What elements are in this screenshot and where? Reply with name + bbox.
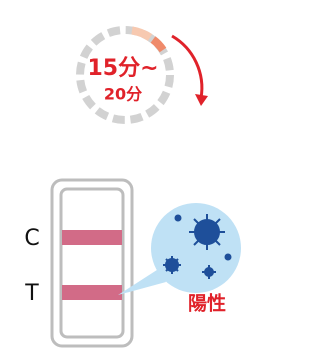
bubble xyxy=(151,203,241,293)
timer-text-2: 20分 xyxy=(104,85,142,104)
timer-text-1: 15分~ xyxy=(87,56,158,81)
timer-progress xyxy=(153,40,163,51)
timer-arrow xyxy=(172,36,202,98)
result-text: 陽性 xyxy=(188,292,226,315)
test-line xyxy=(62,285,122,300)
timer-arrowhead xyxy=(195,94,208,106)
illustration: 15分~ 20分 C T 陽性 xyxy=(0,0,248,351)
test-label: T xyxy=(24,281,39,306)
timer-progress-light xyxy=(132,31,150,38)
strip-inner xyxy=(61,189,123,337)
control-label: C xyxy=(24,226,39,251)
control-line xyxy=(62,230,122,245)
